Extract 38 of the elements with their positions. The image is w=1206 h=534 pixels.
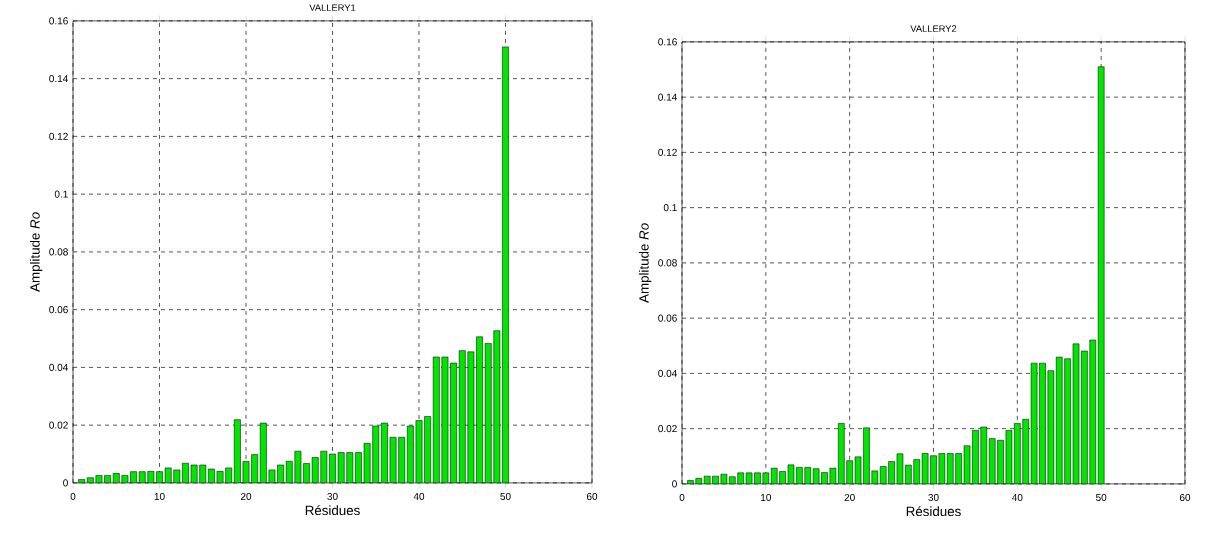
x-tick-label: 10 [154, 492, 165, 501]
x-tick-label: 40 [413, 492, 425, 501]
x-tick-label: 50 [500, 492, 511, 501]
y-tick-label: 0 [63, 479, 68, 487]
x-tick-label: 20 [240, 492, 252, 501]
x-axis-title: Résidues [906, 506, 961, 517]
x-tick-label: 30 [327, 492, 338, 501]
y-tick-label: 0.06 [658, 314, 677, 322]
y-tick-label: 0.08 [658, 259, 677, 267]
x-tick-label: 60 [586, 492, 598, 501]
x-tick-label: 0 [679, 493, 685, 502]
y-tick-label: 0.04 [49, 363, 69, 371]
y-tick-label: 0.16 [658, 38, 677, 46]
x-tick-label: 40 [1012, 493, 1023, 502]
y-tick-label: 0.1 [54, 190, 68, 198]
y-tick-label: 0.12 [658, 148, 677, 156]
chart-title: VALLERY1 [309, 4, 356, 11]
x-tick-label: 10 [761, 493, 771, 502]
x-axis-title: Résidues [305, 505, 360, 516]
y-tick-label: 0.06 [49, 306, 68, 314]
y-tick-label: 0.12 [49, 132, 68, 140]
y-tick-label: 0.14 [658, 93, 677, 101]
y-tick-label: 0.08 [49, 248, 68, 256]
y-tick-label: 0 [672, 480, 677, 488]
y-tick-label: 0.02 [49, 421, 68, 429]
chart-title: VALLERY2 [910, 25, 957, 32]
x-tick-label: 60 [1179, 493, 1191, 502]
y-tick-label: 0.02 [658, 425, 677, 433]
y-axis-title: Amplitude Ro [29, 212, 43, 292]
x-tick-label: 20 [844, 493, 855, 502]
y-tick-label: 0.1 [663, 204, 677, 212]
y-tick-label: 0.14 [49, 75, 69, 83]
x-tick-label: 50 [1096, 493, 1107, 502]
x-tick-label: 0 [70, 492, 76, 501]
y-tick-label: 0.04 [658, 369, 677, 377]
y-tick-label: 0.16 [49, 17, 68, 25]
x-tick-label: 30 [928, 493, 939, 502]
y-axis-title: Amplitude Ro [638, 223, 652, 303]
